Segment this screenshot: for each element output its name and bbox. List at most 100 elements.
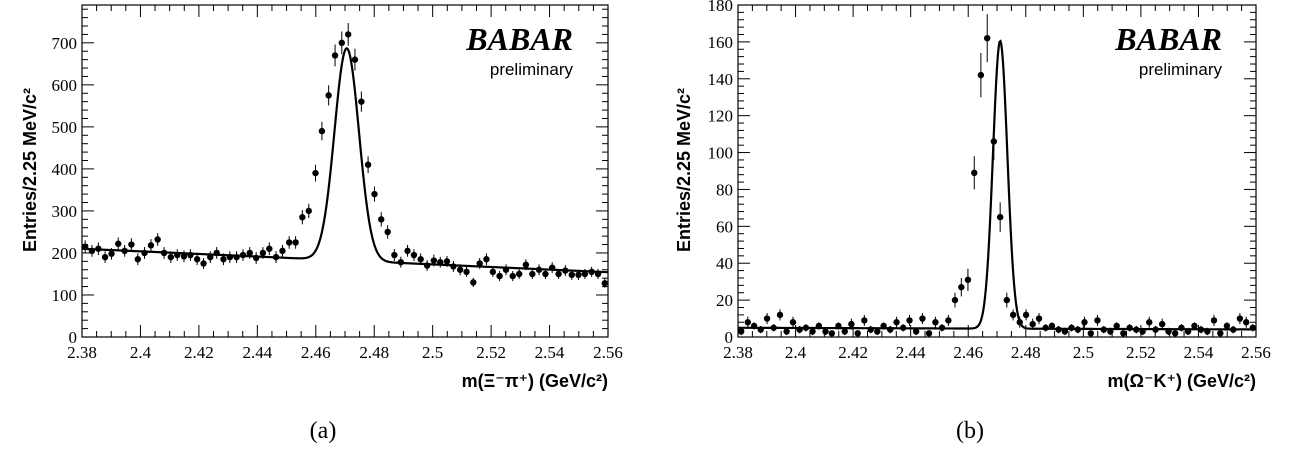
x-tick-label: 2.44 xyxy=(242,343,272,362)
data-point xyxy=(984,35,991,42)
data-point xyxy=(880,322,887,330)
data-point xyxy=(815,322,823,330)
data-point xyxy=(160,249,168,257)
data-point xyxy=(450,263,457,270)
x-tick-label: 2.44 xyxy=(896,343,926,362)
data-point xyxy=(996,213,1004,221)
data-point xyxy=(594,270,602,278)
data-point xyxy=(95,245,102,252)
data-point xyxy=(964,276,972,284)
data-point xyxy=(502,266,510,273)
data-point xyxy=(423,262,431,269)
x-tick-label: 2.52 xyxy=(1126,343,1156,362)
data-point xyxy=(108,250,115,257)
data-point xyxy=(1087,330,1095,337)
y-tick-label: 100 xyxy=(52,286,78,305)
data-point xyxy=(318,127,326,135)
data-point xyxy=(938,324,946,331)
y-tick-label: 160 xyxy=(708,33,734,52)
data-point xyxy=(925,330,933,337)
y-tick-label: 700 xyxy=(52,34,78,53)
data-point xyxy=(841,328,848,335)
data-point xyxy=(555,270,562,278)
data-point xyxy=(822,328,829,335)
data-point xyxy=(1197,326,1205,333)
data-point xyxy=(292,239,299,246)
x-tick-label: 2.54 xyxy=(535,343,565,362)
y-tick-label: 80 xyxy=(716,180,733,199)
data-point xyxy=(1100,326,1107,333)
data-point xyxy=(1165,328,1172,335)
data-point xyxy=(1042,324,1049,331)
data-point xyxy=(951,296,959,304)
x-axis-title: m(Ξ⁻π⁺) (GeV/c²) xyxy=(462,371,608,391)
data-point xyxy=(828,330,836,337)
data-point xyxy=(252,254,260,262)
data-point xyxy=(770,324,777,331)
preliminary-label: preliminary xyxy=(1139,60,1223,79)
x-tick-label: 2.48 xyxy=(1011,343,1041,362)
x-tick-label: 2.48 xyxy=(359,343,389,362)
data-point xyxy=(588,268,595,276)
x-tick-label: 2.46 xyxy=(301,343,331,362)
data-point xyxy=(932,319,939,326)
data-point xyxy=(141,249,148,257)
data-point xyxy=(789,319,797,326)
data-point xyxy=(483,256,490,263)
data-point xyxy=(1107,328,1114,335)
data-point xyxy=(515,270,523,278)
data-point xyxy=(1061,328,1069,335)
data-point xyxy=(193,256,201,263)
data-point xyxy=(1178,324,1185,331)
y-tick-label: 300 xyxy=(52,202,78,221)
data-point xyxy=(568,271,575,279)
x-tick-label: 2.5 xyxy=(1073,343,1094,362)
data-point xyxy=(867,326,874,333)
data-point xyxy=(233,253,240,261)
data-point xyxy=(279,247,286,255)
data-point xyxy=(345,31,352,38)
data-point xyxy=(285,239,293,246)
fit-curve xyxy=(81,47,609,274)
data-point xyxy=(1029,320,1036,328)
data-point xyxy=(1113,322,1120,330)
data-point xyxy=(128,241,135,248)
x-tick-label: 2.4 xyxy=(130,343,152,362)
data-point xyxy=(378,216,385,223)
y-tick-label: 40 xyxy=(716,254,733,273)
chart-panel-b: 2.38 2.4 2.42 2.44 2.46 2.48 2.5 2.52 2.54 2.56 0 2… xyxy=(674,0,1271,444)
data-point xyxy=(919,315,926,322)
data-point xyxy=(509,272,516,280)
y-tick-label: 20 xyxy=(716,291,733,310)
data-point xyxy=(1146,319,1153,326)
babar-logo-text: BABAR xyxy=(1114,21,1222,57)
data-point xyxy=(861,317,868,324)
x-tick-label: 2.52 xyxy=(476,343,506,362)
data-point xyxy=(958,284,965,291)
data-point xyxy=(1094,317,1101,324)
panel-caption: (a) xyxy=(310,418,337,444)
x-tick-label: 2.4 xyxy=(785,343,807,362)
chart-panel-a: 2.38 2.4 2.42 2.44 2.46 2.48 2.5 2.52 2.54 2.56 0 1… xyxy=(20,4,623,444)
data-point xyxy=(1068,324,1075,331)
data-point xyxy=(331,52,339,59)
data-point xyxy=(384,228,391,236)
data-point xyxy=(167,253,175,261)
data-point xyxy=(1217,330,1224,337)
data-point xyxy=(1035,315,1043,322)
data-point xyxy=(220,256,227,263)
data-point xyxy=(971,169,978,177)
data-point xyxy=(121,247,128,255)
data-point xyxy=(187,251,194,259)
y-tick-label: 600 xyxy=(52,76,78,95)
data-point xyxy=(115,240,122,247)
data-point xyxy=(207,253,214,261)
data-point xyxy=(750,322,758,330)
data-point xyxy=(239,251,247,259)
data-point xyxy=(1139,328,1146,335)
data-point xyxy=(476,260,483,267)
data-point xyxy=(1191,322,1198,330)
data-point xyxy=(1223,322,1231,330)
data-point xyxy=(945,317,952,324)
data-point xyxy=(417,256,424,263)
